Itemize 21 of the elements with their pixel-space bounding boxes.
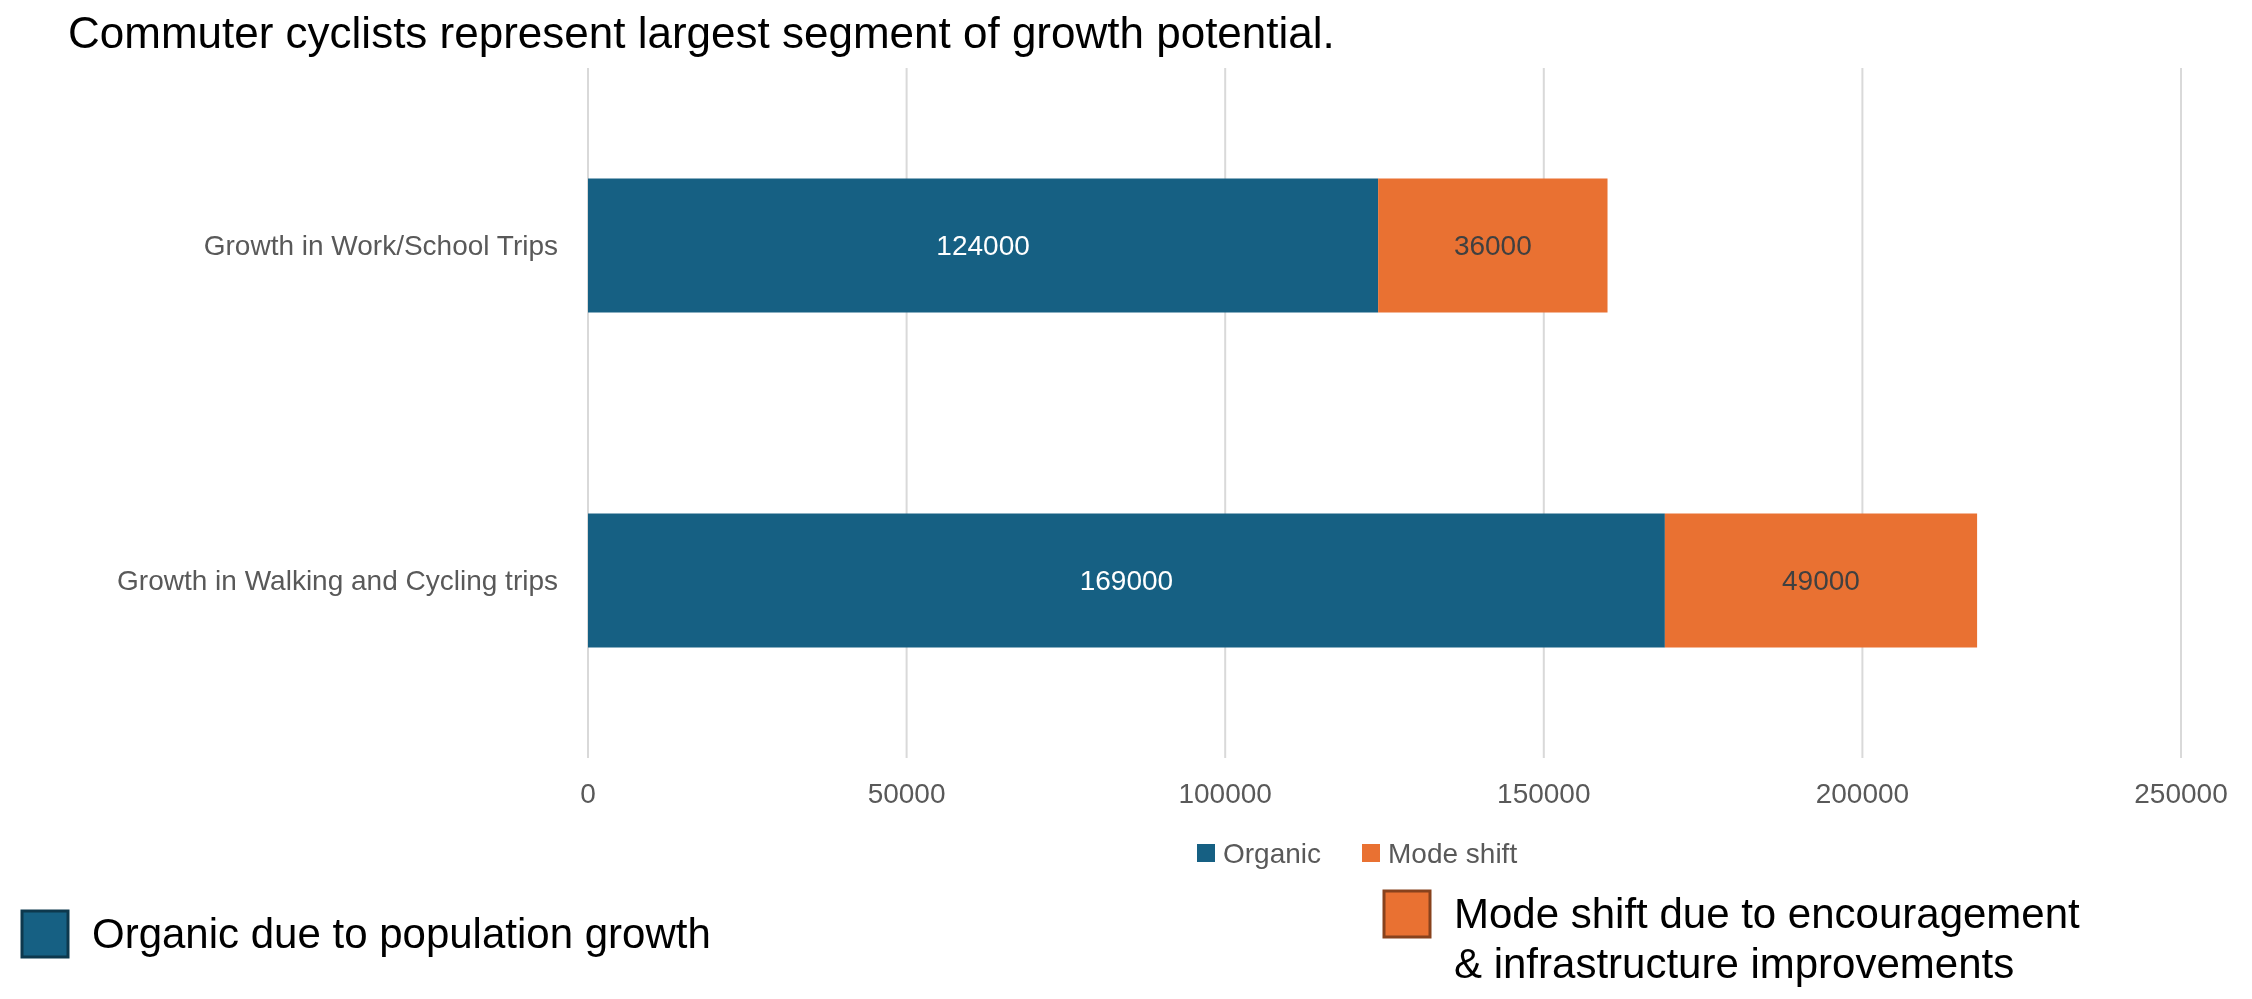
x-tick-label: 0 <box>580 778 596 809</box>
data-label: 124000 <box>936 230 1030 262</box>
legend-label: Organic <box>1223 837 1322 869</box>
text: Organic due to population growth <box>92 909 711 957</box>
bar <box>588 178 1379 313</box>
x-tick-label: 100000 <box>1178 778 1272 809</box>
x-tick-label: 50000 <box>867 778 946 809</box>
x-tick-label: 150000 <box>1497 778 1591 809</box>
y-tick-label: Growth in Walking and Cycling trips <box>117 565 558 597</box>
data-label: 49000 <box>1782 565 1860 597</box>
bar <box>1664 513 1978 648</box>
x-tick-label: 200000 <box>1815 778 1910 809</box>
text: Mode shift due to encouragement & infrastructure improvements <box>1454 889 2081 988</box>
bar <box>588 513 1665 648</box>
bar <box>1378 178 1608 313</box>
chart-title: Commuter cyclists represent largest segment of growth potential. <box>68 8 1335 57</box>
data-label: 36000 <box>1453 230 1532 262</box>
x-tick-label: 250000 <box>2134 778 2228 809</box>
legend-label: Mode shift <box>1388 837 1518 869</box>
data-label: 169000 <box>1079 565 1174 597</box>
y-tick-label: Growth in Work/School Trips <box>203 230 558 262</box>
